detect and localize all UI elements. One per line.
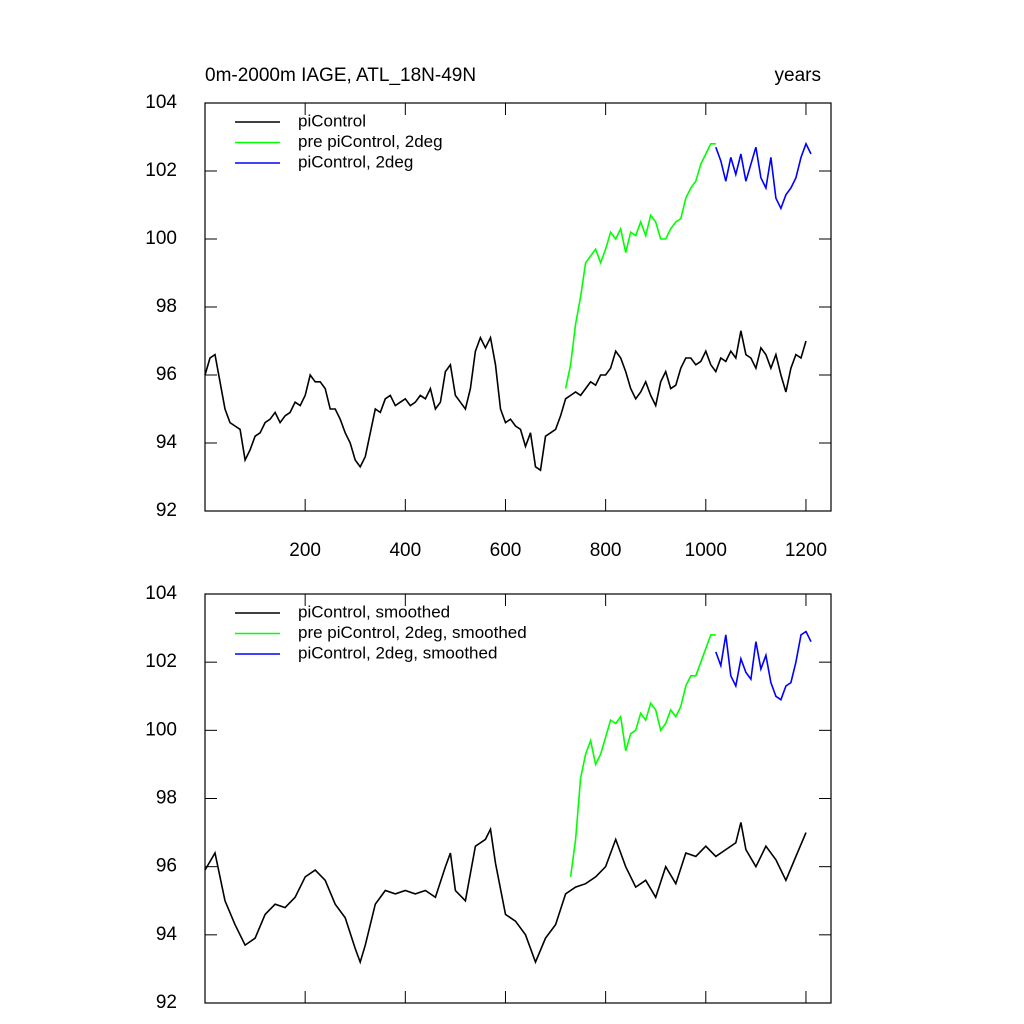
y-tick-label: 104 — [145, 92, 177, 113]
legend-label: piControl — [298, 111, 366, 130]
legend-label: piControl, 2deg, smoothed — [298, 643, 497, 662]
series-line — [204, 822, 807, 965]
series-line — [715, 141, 812, 211]
legend-label: pre piControl, 2deg, smoothed — [298, 623, 527, 642]
y-tick-label: 100 — [145, 719, 177, 740]
series-line — [564, 143, 716, 389]
series-line — [715, 630, 812, 701]
series-line — [204, 330, 807, 472]
series-line — [569, 634, 716, 878]
y-tick-label: 104 — [145, 583, 177, 604]
x-tick-label: 600 — [490, 540, 522, 561]
y-tick-label: 96 — [156, 364, 177, 385]
legend-label: piControl, 2deg — [298, 152, 413, 171]
chart-title: 0m-2000m IAGE, ATL_18N-49N — [205, 65, 476, 86]
chart-subtitle: years — [775, 65, 821, 86]
x-tick-label: 1200 — [785, 540, 827, 561]
x-tick-label: 400 — [389, 540, 421, 561]
y-tick-label: 92 — [156, 500, 177, 521]
y-tick-label: 94 — [156, 432, 178, 453]
y-tick-label: 102 — [145, 160, 177, 181]
x-tick-label: 200 — [289, 540, 321, 561]
legend-label: pre piControl, 2deg — [298, 132, 443, 151]
y-tick-label: 94 — [156, 924, 178, 945]
y-tick-label: 102 — [145, 651, 177, 672]
y-tick-label: 98 — [156, 296, 177, 317]
x-tick-label: 1000 — [685, 540, 727, 561]
y-tick-label: 100 — [145, 228, 177, 249]
y-tick-label: 98 — [156, 788, 177, 809]
legend-label: piControl, smoothed — [298, 602, 450, 621]
y-tick-label: 96 — [156, 856, 177, 877]
x-tick-label: 800 — [590, 540, 622, 561]
y-tick-label: 92 — [156, 992, 177, 1013]
